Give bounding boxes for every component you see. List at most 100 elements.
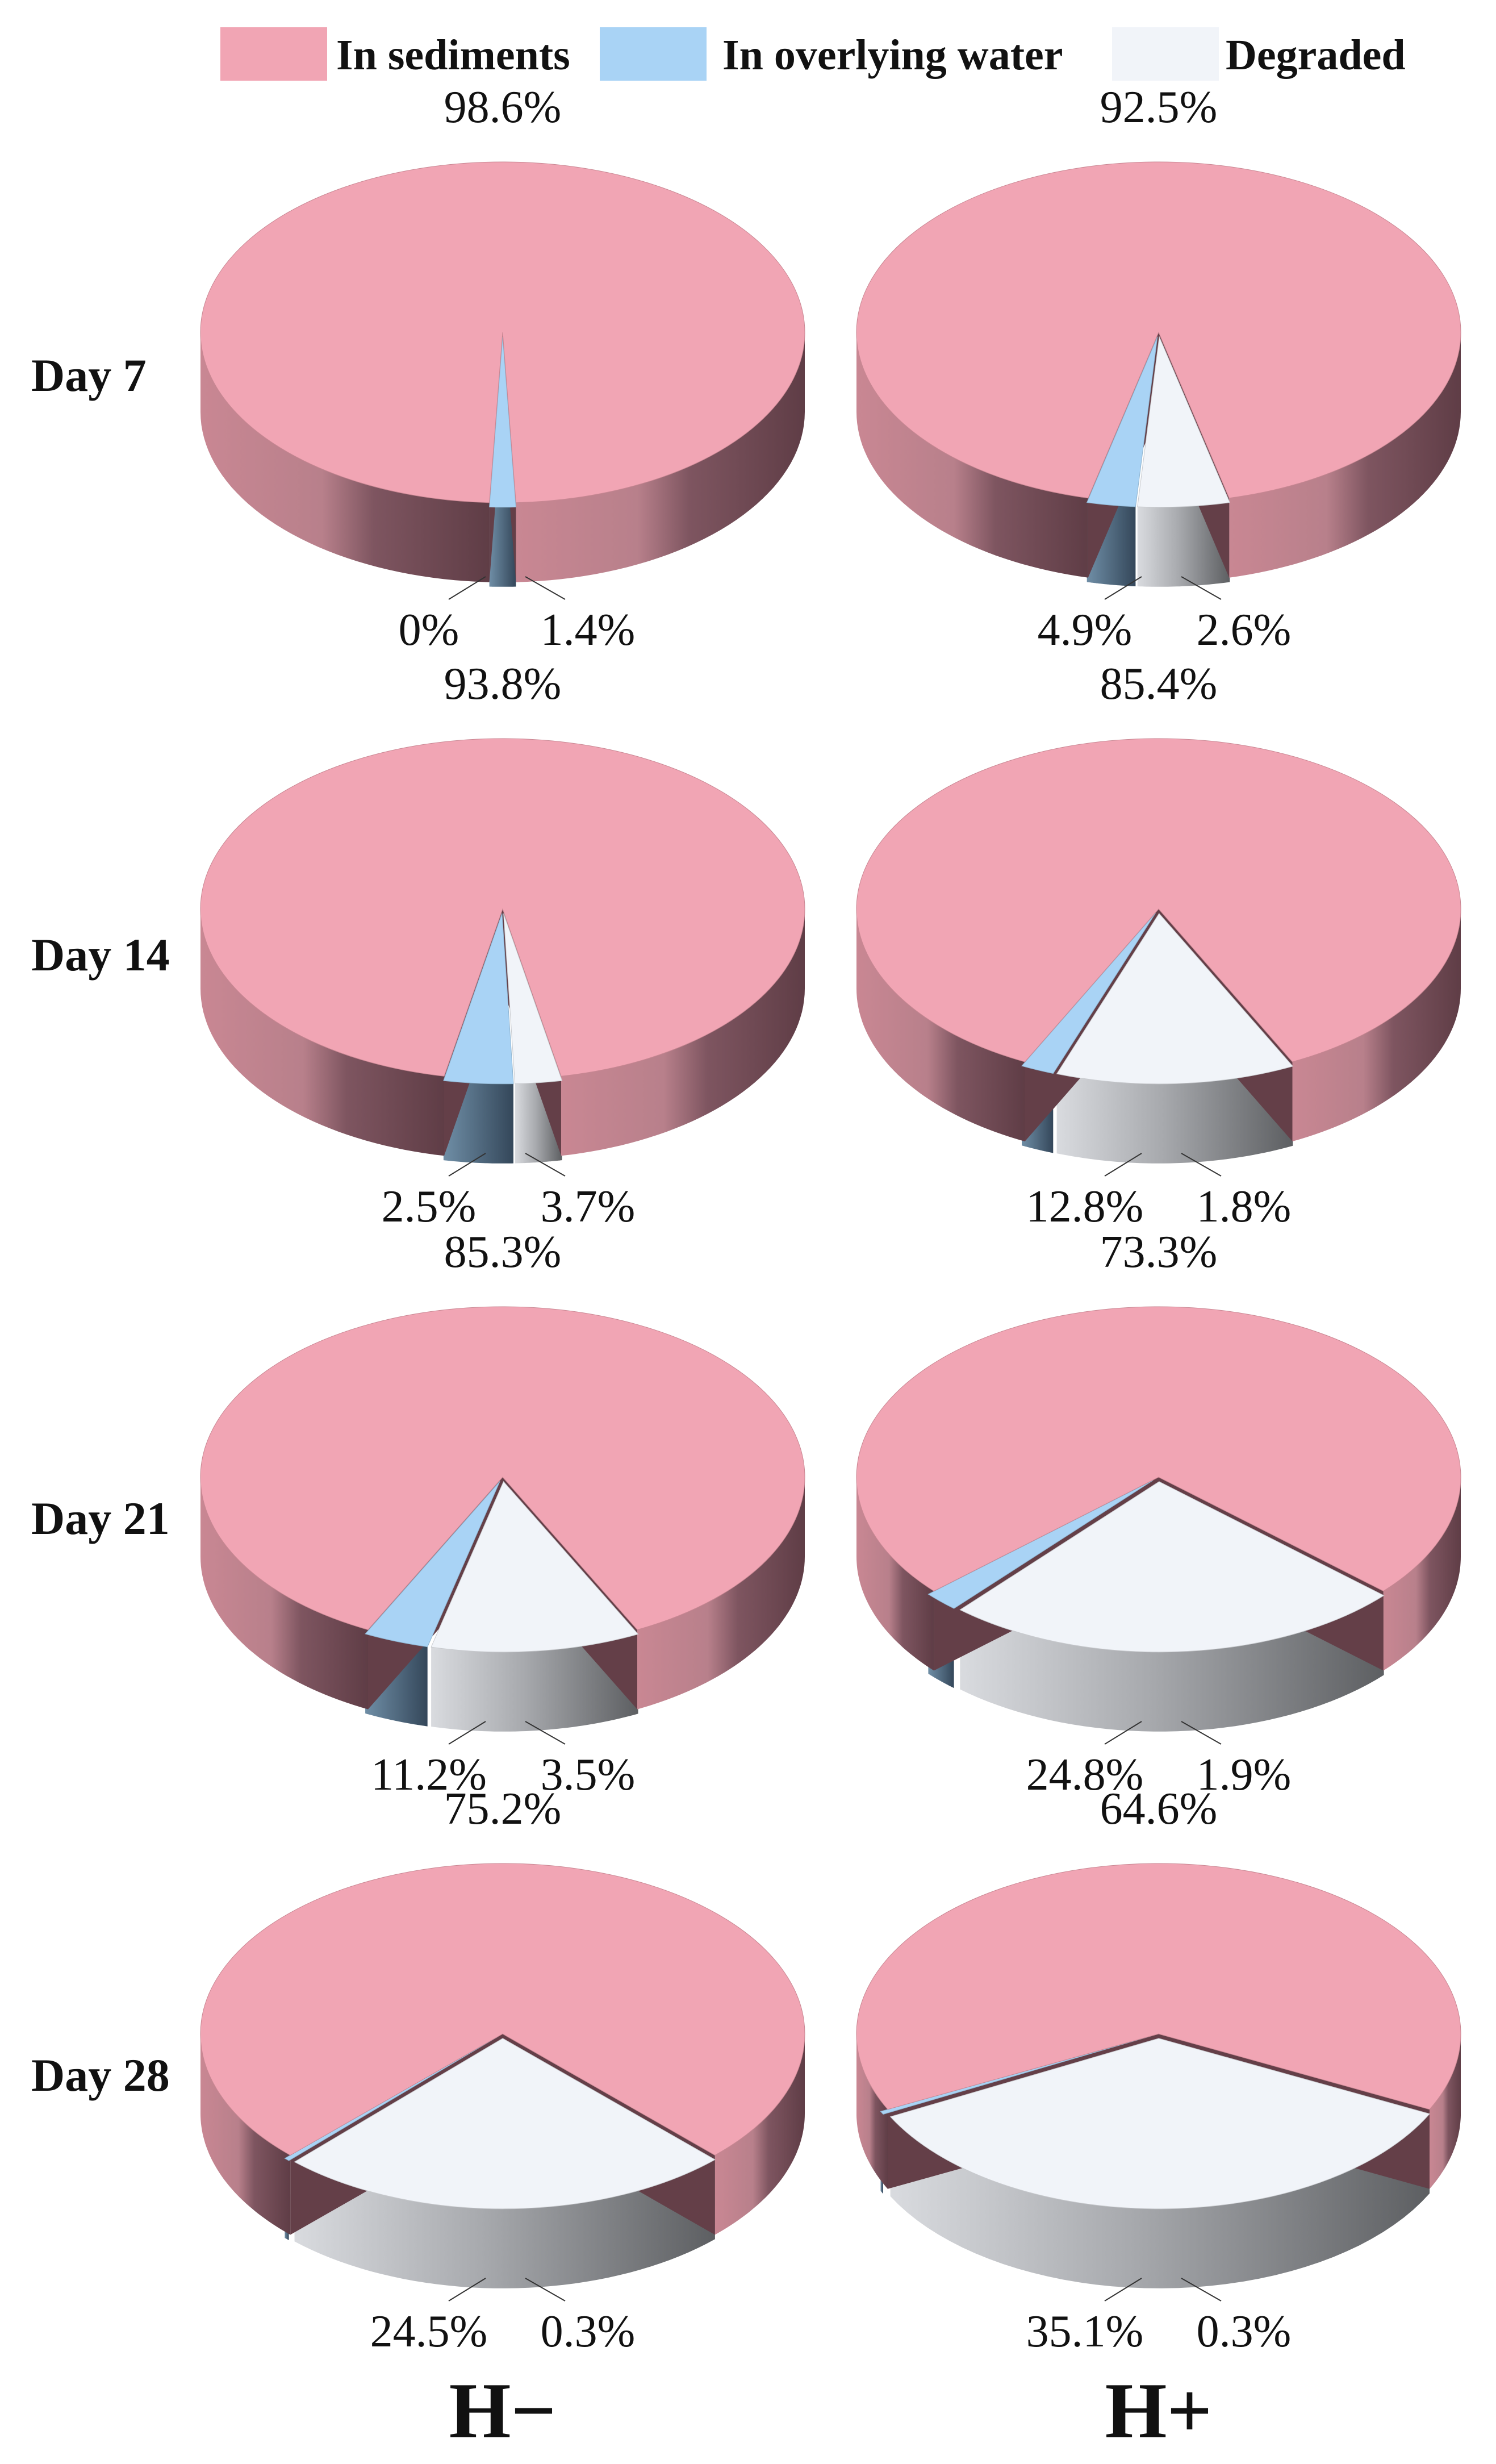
leader-line-degraded [1104,1721,1142,1745]
leader-line-in-overlying-water [525,576,566,600]
leader-line-in-overlying-water [525,1721,566,1745]
slice-side-in-sediments [1292,909,1461,1141]
slice-side-degraded [890,2113,1430,2288]
leader-line-in-overlying-water [525,1153,566,1177]
row-label-day-7: Day 7 [31,349,147,401]
leader-line-degraded [1104,2278,1142,2302]
data-label-degraded: 11.2% [371,1750,487,1800]
data-label-degraded: 24.5% [370,2307,488,2357]
slice-side-in-sediments [714,2034,805,2235]
slice-side-in-sediments [856,909,1025,1141]
leader-line-in-overlying-water [1181,1721,1222,1745]
leader-line-in-overlying-water [525,2278,566,2302]
slice-in-sediments [200,161,805,503]
data-label-in-overlying-water: 0.3% [1197,2307,1292,2357]
legend-swatch-in-overlying-water [600,27,707,81]
leader-line-in-overlying-water [1181,1153,1222,1177]
slice-in-overlying-water [443,913,514,1085]
leader-line-degraded [448,2278,486,2302]
data-label-in-sediments: 64.6% [1100,1784,1218,1834]
data-label-in-sediments: 93.8% [444,659,562,709]
column-label-h-plus: H+ [1105,2367,1213,2455]
pie-day-7-h-minus: 98.6% 0% 1.4% [200,82,805,655]
slice-side-in-sediments [200,2034,291,2235]
slice-degraded [503,913,563,1085]
pie-day-14-h-plus: 85.4% 12.8% 1.8% [856,659,1461,1232]
slice-side-in-sediments [1229,332,1461,578]
slice-in-overlying-water [489,336,516,508]
leader-line-degraded [1104,576,1142,600]
data-label-in-sediments: 85.4% [1100,659,1218,709]
slice-in-overlying-water [1086,336,1158,507]
legend-swatch-degraded [1112,27,1219,81]
leader-line-degraded [1104,1153,1142,1177]
slice-side-in-sediments [200,1477,368,1710]
pie-day-21-h-plus: 73.3% 24.8% 1.9% [856,1227,1461,1800]
data-label-in-overlying-water: 0.3% [541,2307,636,2357]
slice-side-degraded [960,1595,1384,1732]
pie-day-28-h-plus: 64.6% 35.1% 0.3% [856,1784,1461,2357]
slice-in-sediments [200,1863,805,2156]
leader-line-degraded [448,1721,486,1745]
slice-degraded [1137,335,1231,508]
legend: In sediments In overlying water Degraded [220,27,1406,81]
row-label-day-28: Day 28 [31,2049,170,2101]
slice-in-sediments [200,738,805,1077]
data-label-degraded: 4.9% [1038,605,1133,655]
slice-side-in-sediments [200,332,490,582]
pie-day-7-h-plus: 92.5% 4.9% 2.6% [856,82,1461,655]
slice-side-in-overlying-water [489,507,516,587]
data-label-in-overlying-water: 3.5% [541,1750,636,1800]
data-label-in-overlying-water: 1.9% [1197,1750,1292,1800]
pie-day-21-h-minus: 85.3% 11.2% 3.5% [200,1227,805,1800]
data-label-in-sediments: 92.5% [1100,82,1218,132]
slice-in-overlying-water [927,1480,1154,1609]
slice-side-degraded [431,1634,638,1732]
slice-in-sediments [856,1306,1461,1592]
leader-line-in-overlying-water [1181,2278,1222,2302]
data-label-in-sediments: 85.3% [444,1227,562,1277]
legend-swatch-in-sediments [220,27,327,81]
slice-degraded [294,2038,716,2209]
row-label-day-14: Day 14 [31,929,170,981]
data-label-in-overlying-water: 1.8% [1197,1182,1292,1232]
slice-side-in-sediments [637,1477,805,1710]
column-label-h-minus: H− [449,2367,557,2455]
leader-line-degraded [448,576,486,600]
leader-line-in-overlying-water [1181,576,1222,600]
slice-side-in-sediments [1383,1477,1461,1671]
slice-degraded [959,1481,1385,1653]
slice-side-in-sediments [856,332,1088,578]
data-label-in-sediments: 73.3% [1100,1227,1218,1277]
slice-in-overlying-water [284,2037,498,2161]
leader-line-degraded [448,1153,486,1177]
slice-degraded [431,1481,639,1653]
row-label-day-21: Day 21 [31,1492,170,1544]
slice-side-degraded [1056,1066,1293,1164]
data-label-degraded: 35.1% [1026,2307,1144,2357]
slice-in-sediments [856,161,1461,499]
slice-side-in-sediments [516,332,805,582]
slice-degraded [1056,912,1294,1085]
data-label-degraded: 0% [399,605,459,655]
data-label-degraded: 12.8% [1026,1182,1144,1232]
slice-side-in-sediments [561,909,805,1156]
slice-in-overlying-water [1021,912,1156,1074]
data-label-in-overlying-water: 1.4% [541,605,636,655]
pie-day-14-h-minus: 93.8% 2.5% 3.7% [200,659,805,1232]
slice-side-in-sediments [200,909,444,1156]
data-label-in-overlying-water: 2.6% [1197,605,1292,655]
pie-day-28-h-minus: 75.2% 24.5% 0.3% [200,1784,805,2357]
slice-in-overlying-water [880,2036,1152,2115]
slice-in-sediments [200,1306,805,1631]
legend-label-degraded: Degraded [1226,31,1406,79]
slice-side-in-sediments [856,1477,934,1671]
pies: 98.6%0% 1.4%92.5%4.9% 2.6%93.8%2.5% 3.7%85.… [200,82,1461,2357]
data-label-degraded: 24.8% [1026,1750,1144,1800]
data-label-degraded: 2.5% [382,1182,477,1232]
slice-degraded [889,2038,1431,2209]
slice-side-degraded [294,2159,715,2288]
slice-in-sediments [856,738,1461,1062]
slice-in-overlying-water [365,1481,500,1648]
